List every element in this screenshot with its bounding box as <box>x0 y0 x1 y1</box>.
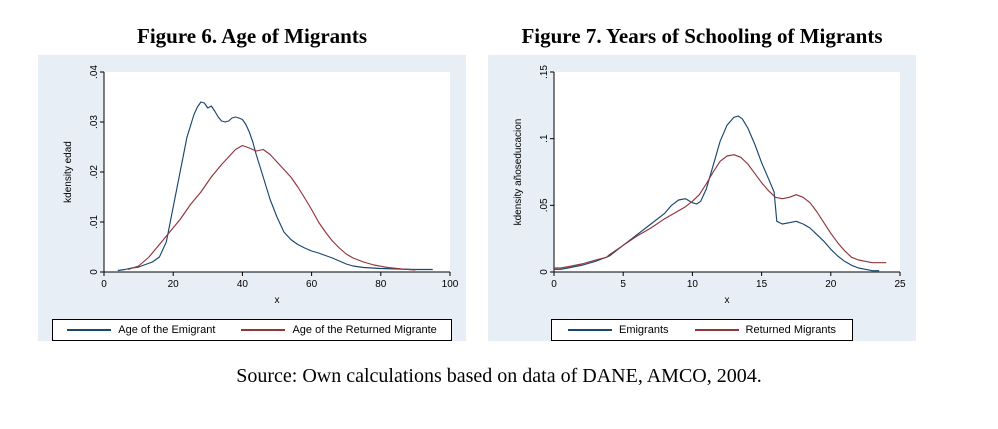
svg-text:x: x <box>725 295 730 306</box>
legend-label: Returned Migrants <box>745 324 837 336</box>
svg-text:80: 80 <box>375 279 387 290</box>
svg-text:.04: .04 <box>89 65 100 79</box>
svg-text:5: 5 <box>620 279 626 290</box>
figures-row: Figure 6. Age of Migrants 0 20 40 60 80 100 0.… <box>38 24 998 353</box>
svg-text:.02: .02 <box>89 165 100 179</box>
svg-text:20: 20 <box>168 279 180 290</box>
emigrant-line-sample <box>567 329 612 331</box>
svg-text:20: 20 <box>825 279 837 290</box>
emigrant-line-sample <box>67 329 112 331</box>
figure-7-legend: Emigrants Returned Migrants <box>550 319 854 341</box>
figure-7: Figure 7. Years of Schooling of Migrants… <box>488 24 916 353</box>
figure-6-legend: Age of the Emigrant Age of the Returned … <box>52 319 452 341</box>
svg-text:x: x <box>275 295 280 306</box>
svg-text:0: 0 <box>539 269 550 275</box>
figure-6-chart-box: 0 20 40 60 80 100 0.01.02.03.04 kdensity edad x … <box>38 55 466 341</box>
svg-text:.1: .1 <box>539 134 550 143</box>
figure-7-title: Figure 7. Years of Schooling of Migrants <box>521 24 883 48</box>
svg-text:60: 60 <box>306 279 318 290</box>
figure-7-plot: 0 5 10 15 20 25 0 .05 .1 .15 kdensity añoseducacio… <box>513 65 906 306</box>
figure-6-title: Figure 6. Age of Migrants <box>137 24 367 48</box>
svg-text:.01: .01 <box>89 215 100 229</box>
legend-label: Age of the Returned Migrante <box>292 324 437 336</box>
svg-text:10: 10 <box>687 279 699 290</box>
legend-item: Returned Migrants <box>694 324 837 336</box>
svg-text:.05: .05 <box>539 198 550 212</box>
legend-label: Emigrants <box>618 324 669 336</box>
svg-text:0: 0 <box>551 279 557 290</box>
figure-6: Figure 6. Age of Migrants 0 20 40 60 80 100 0.… <box>38 24 466 353</box>
legend-item: Emigrants <box>567 324 669 336</box>
returned-line-sample <box>694 329 739 331</box>
svg-text:.03: .03 <box>89 115 100 129</box>
svg-text:25: 25 <box>894 279 906 290</box>
svg-text:40: 40 <box>237 279 249 290</box>
returned-line-sample <box>241 329 286 331</box>
legend-item: Age of the Emigrant <box>67 324 215 336</box>
svg-text:0: 0 <box>101 279 107 290</box>
svg-text:kdensity edad: kdensity edad <box>63 141 74 203</box>
svg-text:0: 0 <box>89 269 100 275</box>
figure-6-plot: 0 20 40 60 80 100 0 .01 .02 .03 .04 kdensity edad x <box>63 65 459 306</box>
legend-label: Age of the Emigrant <box>118 324 216 336</box>
svg-text:15: 15 <box>756 279 768 290</box>
svg-text:100: 100 <box>442 279 459 290</box>
figure-7-chart-box: 0 5 10 15 20 25 0 .05 .1 .15 kdensity añoseducacio… <box>488 55 916 341</box>
svg-text:kdensity añoseducacion: kdensity añoseducacion <box>513 119 524 226</box>
legend-item: Age of the Returned Migrante <box>241 324 437 336</box>
svg-text:.15: .15 <box>539 65 550 79</box>
source-caption: Source: Own calculations based on data o… <box>236 365 762 387</box>
